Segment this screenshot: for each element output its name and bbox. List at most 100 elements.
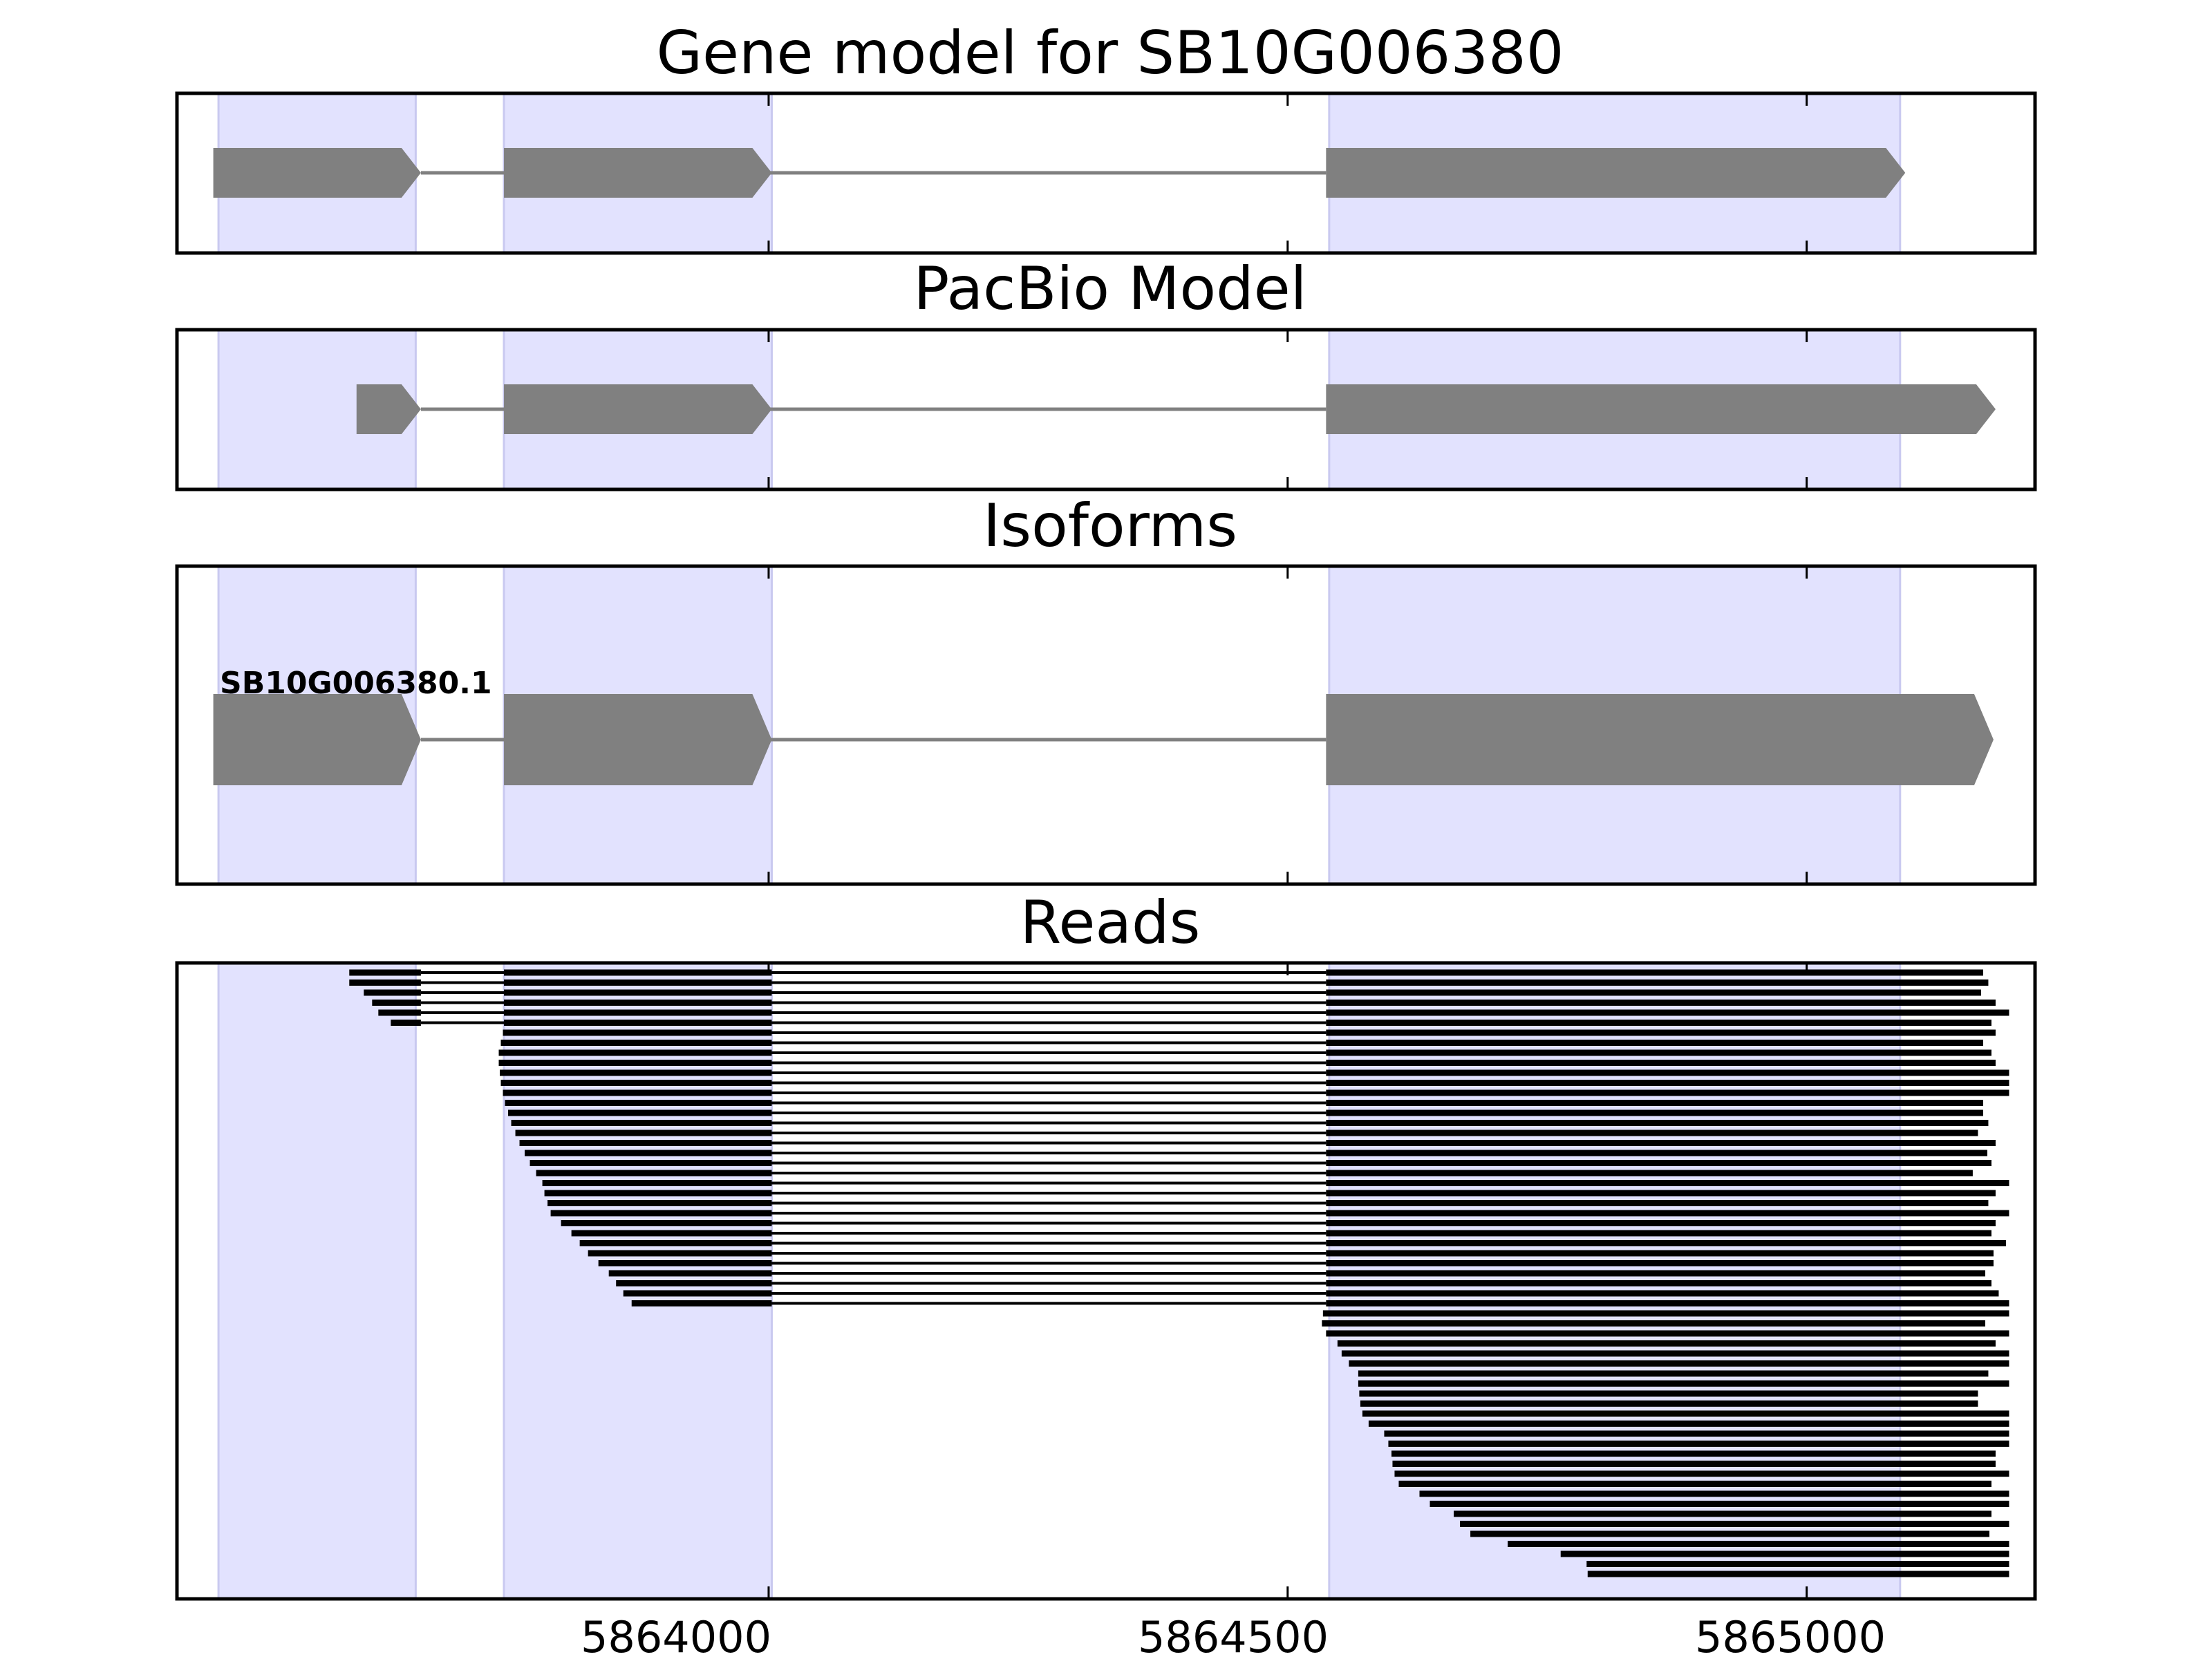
x-tick-label-5864000: 5864000 — [581, 1612, 771, 1659]
read-block — [504, 1020, 772, 1026]
isoform-exon — [1326, 694, 1994, 785]
read-block — [1470, 1530, 1989, 1537]
pacbio-model-exon — [504, 384, 772, 434]
read-block — [547, 1200, 772, 1206]
read-block — [1326, 1049, 1991, 1056]
read-block — [1341, 1350, 2009, 1357]
read-block — [542, 1180, 772, 1186]
read-block — [1460, 1521, 2009, 1527]
x-tick-label-5865000: 5865000 — [1695, 1612, 1886, 1659]
read-block — [631, 1300, 772, 1306]
read-block — [1326, 1069, 2009, 1076]
read-block — [504, 989, 772, 996]
pacbio-model-panel — [175, 328, 2037, 491]
gene-model-title: Gene model for SB10G006380 — [657, 19, 1564, 88]
read-block — [1326, 1220, 1996, 1226]
read-block — [503, 1089, 772, 1096]
read-block — [1322, 1320, 1985, 1327]
read-block — [1349, 1360, 2009, 1367]
read-block — [1388, 1441, 2009, 1447]
read-block — [1560, 1550, 2009, 1557]
reads-panel — [175, 961, 2037, 1601]
read-block — [571, 1230, 772, 1237]
read-block — [500, 1069, 772, 1076]
read-block — [1359, 1390, 1978, 1397]
read-block — [508, 1109, 772, 1116]
read-block — [1326, 1100, 1983, 1106]
read-block — [1586, 1561, 2009, 1567]
read-block — [500, 1080, 772, 1086]
read-block — [544, 1190, 772, 1197]
read-block — [504, 1009, 772, 1016]
read-block — [1358, 1370, 1989, 1377]
read-block — [1391, 1450, 1996, 1457]
read-block — [1326, 1020, 1991, 1026]
read-block — [1454, 1510, 1991, 1517]
read-block — [1326, 989, 1981, 996]
read-block — [504, 1000, 772, 1006]
read-block — [364, 989, 421, 996]
read-block — [1508, 1541, 2009, 1547]
read-block — [378, 1009, 421, 1016]
read-block — [1326, 1060, 1996, 1066]
gene-model-exon — [1326, 148, 1906, 198]
read-block — [529, 1160, 772, 1166]
read-block — [608, 1270, 772, 1277]
read-block — [579, 1240, 772, 1246]
read-block — [1326, 1009, 2009, 1016]
isoforms-title: Isoforms — [983, 491, 1237, 561]
pacbio-model-exon — [356, 384, 421, 434]
read-block — [1326, 1190, 1996, 1197]
read-block — [1362, 1410, 2009, 1417]
pacbio-model-title: PacBio Model — [913, 254, 1306, 324]
read-block — [349, 969, 421, 976]
read-block — [1326, 1290, 1999, 1297]
read-block — [349, 980, 421, 986]
read-block — [1326, 1280, 1991, 1286]
read-block — [1358, 1380, 2009, 1387]
read-block — [1326, 1109, 1983, 1116]
isoform-exon — [213, 694, 421, 785]
read-block — [1419, 1490, 2009, 1497]
read-block — [1326, 1000, 1996, 1006]
read-block — [598, 1260, 772, 1266]
read-block — [1392, 1461, 1996, 1467]
gene-model-exon — [504, 148, 772, 198]
isoform-exon — [504, 694, 772, 785]
read-block — [1326, 980, 1989, 986]
read-block — [505, 1100, 772, 1106]
gene-model-exon — [213, 148, 421, 198]
read-block — [1326, 1170, 1973, 1177]
isoform-label: SB10G006380.1 — [220, 666, 492, 701]
read-block — [1326, 1120, 1989, 1126]
reads-title: Reads — [1020, 888, 1201, 957]
read-block — [1326, 1150, 1987, 1156]
read-block — [498, 1049, 772, 1056]
read-block — [1384, 1430, 2009, 1437]
read-block — [1337, 1340, 1996, 1347]
read-block — [1326, 1300, 2009, 1306]
read-block — [1326, 1210, 2009, 1217]
read-block — [1394, 1470, 2009, 1477]
read-block — [372, 1000, 421, 1006]
read-block — [511, 1120, 772, 1126]
read-block — [1430, 1501, 2009, 1507]
read-block — [504, 969, 772, 976]
reads-frame — [175, 961, 2037, 1601]
isoforms-panel — [175, 564, 2037, 886]
read-block — [1326, 1180, 2009, 1186]
read-block — [1326, 1270, 1985, 1277]
read-block — [1326, 1029, 1996, 1036]
read-block — [503, 1029, 772, 1036]
read-block — [504, 980, 772, 986]
read-block — [1368, 1421, 2009, 1427]
read-block — [1326, 1260, 1994, 1266]
read-block — [1326, 1130, 1978, 1136]
x-tick-label-5864500: 5864500 — [1138, 1612, 1329, 1659]
read-block — [1326, 1330, 2009, 1337]
read-block — [1326, 1200, 1989, 1206]
read-block — [391, 1020, 421, 1026]
gene-model-panel — [175, 91, 2037, 255]
read-block — [1326, 1240, 2006, 1246]
pacbio-model-exon — [1326, 384, 1996, 434]
